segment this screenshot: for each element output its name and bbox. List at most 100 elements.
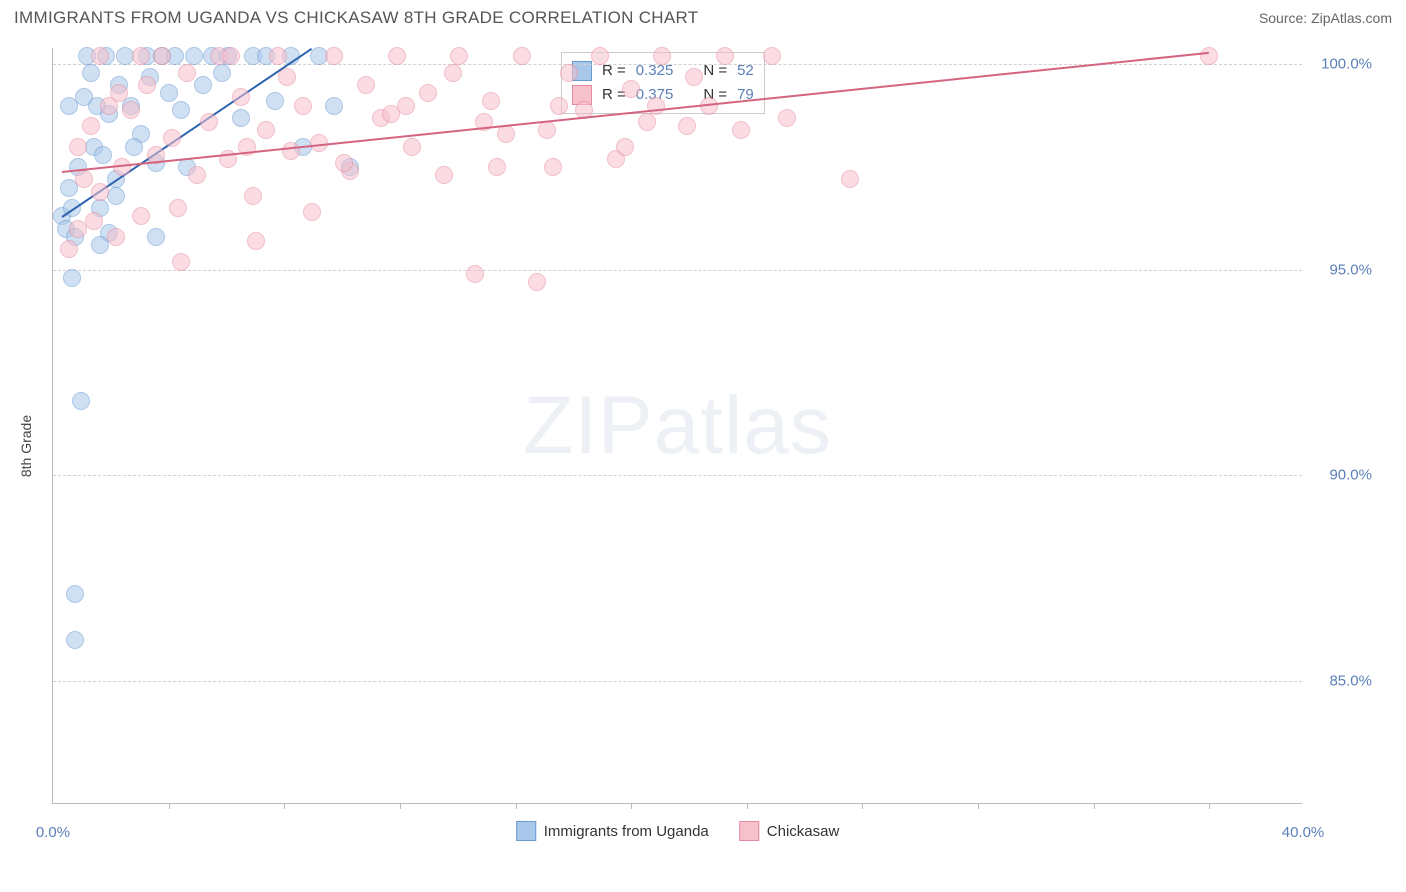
gridline-h [53,475,1302,476]
gridline-h [53,64,1302,65]
data-point [257,121,275,139]
data-point [622,80,640,98]
data-point [178,64,196,82]
data-point [82,117,100,135]
data-point [538,121,556,139]
data-point [678,117,696,135]
watermark-light: atlas [654,380,832,471]
x-tick [516,803,517,809]
data-point [185,47,203,65]
data-point [169,199,187,217]
data-point [222,47,240,65]
data-point [63,269,81,287]
legend-label: Immigrants from Uganda [544,823,709,840]
data-point [550,97,568,115]
data-point [107,187,125,205]
y-tick-label: 95.0% [1329,261,1372,278]
data-point [685,68,703,86]
data-point [194,76,212,94]
legend-item: Chickasaw [739,821,840,841]
gridline-h [53,681,1302,682]
data-point [60,97,78,115]
data-point [107,228,125,246]
data-point [450,47,468,65]
y-tick-label: 85.0% [1329,672,1372,689]
data-point [125,138,143,156]
data-point [232,88,250,106]
data-point [591,47,609,65]
data-point [638,113,656,131]
data-point [163,129,181,147]
data-point [91,183,109,201]
legend-label: Chickasaw [767,823,840,840]
data-point [335,154,353,172]
data-point [132,47,150,65]
gridline-h [53,270,1302,271]
scatter-plot: ZIPatlas R =0.325N =52R =0.375N =79 Immi… [52,48,1302,804]
data-point [310,134,328,152]
x-tick [978,803,979,809]
data-point [444,64,462,82]
data-point [200,113,218,131]
n-value: 79 [737,83,754,107]
data-point [497,125,515,143]
x-tick [400,803,401,809]
data-point [247,232,265,250]
y-tick-label: 100.0% [1321,56,1372,73]
data-point [763,47,781,65]
data-point [466,265,484,283]
data-point [653,47,671,65]
data-point [60,240,78,258]
data-point [82,64,100,82]
data-point [269,47,287,65]
data-point [488,158,506,176]
data-point [482,92,500,110]
data-point [278,68,296,86]
data-point [85,212,103,230]
data-point [616,138,634,156]
data-point [325,97,343,115]
data-point [435,166,453,184]
legend-swatch [739,821,759,841]
x-tick [284,803,285,809]
data-point [397,97,415,115]
data-point [110,84,128,102]
data-point [1200,47,1218,65]
data-point [528,273,546,291]
data-point [513,47,531,65]
data-point [91,47,109,65]
x-tick-label: 0.0% [36,824,70,841]
data-point [419,84,437,102]
series-legend: Immigrants from Uganda Chickasaw [516,821,840,841]
data-point [282,142,300,160]
x-tick [169,803,170,809]
data-point [388,47,406,65]
data-point [403,138,421,156]
x-tick [862,803,863,809]
data-point [716,47,734,65]
chart-title: IMMIGRANTS FROM UGANDA VS CHICKASAW 8TH … [14,8,698,28]
x-tick [1209,803,1210,809]
legend-swatch [516,821,536,841]
data-point [778,109,796,127]
data-point [66,631,84,649]
watermark: ZIPatlas [523,379,832,473]
data-point [357,76,375,94]
watermark-bold: ZIP [523,380,654,471]
data-point [122,101,140,119]
data-point [72,392,90,410]
data-point [132,207,150,225]
legend-item: Immigrants from Uganda [516,821,709,841]
data-point [560,64,578,82]
data-point [172,101,190,119]
x-tick [747,803,748,809]
data-point [147,228,165,246]
data-point [303,203,321,221]
data-point [172,253,190,271]
data-point [75,170,93,188]
data-point [160,84,178,102]
data-point [325,47,343,65]
n-value: 52 [737,59,754,83]
data-point [232,109,250,127]
header-bar: IMMIGRANTS FROM UGANDA VS CHICKASAW 8TH … [0,0,1406,32]
